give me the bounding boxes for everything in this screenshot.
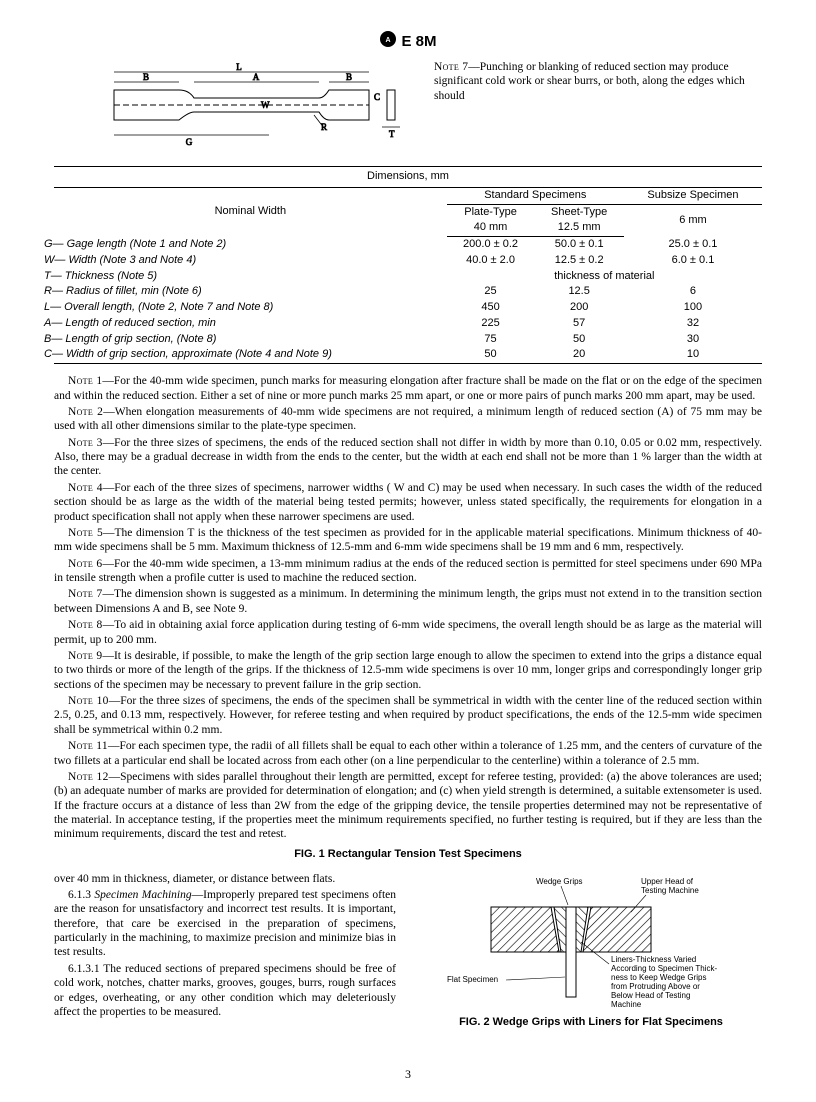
col-sub: 6 mm <box>624 204 762 237</box>
note-label: Note 4 <box>68 482 103 494</box>
col-plate: Plate-Type <box>447 204 535 220</box>
note-text: —To aid in obtaining axial force applica… <box>54 619 762 645</box>
body-left-column: over 40 mm in thickness, diameter, or di… <box>54 872 396 1040</box>
svg-text:C: C <box>374 92 380 102</box>
note-text: —The dimension T is the thickness of the… <box>54 527 762 553</box>
col-plate-sub: 40 mm <box>447 220 535 236</box>
note-text: —For the 40-mm wide specimen, a 13-mm mi… <box>54 558 762 584</box>
col-sheet: Sheet-Type <box>534 204 624 220</box>
table-row: B— Length of grip section, (Note 8)75503… <box>54 332 762 348</box>
table-row: C— Width of grip section, approximate (N… <box>54 347 762 363</box>
note-text: —For the three sizes of specimens, the e… <box>54 437 762 478</box>
note-label: Note 9 <box>68 650 102 662</box>
fig1-caption: FIG. 1 Rectangular Tension Test Specimen… <box>54 848 762 862</box>
note-label: Note 10 <box>68 695 109 707</box>
note-text: —For the three sizes of specimens, the e… <box>54 695 762 736</box>
doc-designation: E 8M <box>401 33 436 50</box>
note-label: Note 6 <box>68 558 102 570</box>
svg-text:L: L <box>236 62 242 72</box>
svg-text:Upper Head of: Upper Head of <box>641 877 694 886</box>
note-text: —It is desirable, if possible, to make t… <box>54 650 762 691</box>
note-label: Note 3 <box>68 437 103 449</box>
svg-text:According to Specimen Thick-: According to Specimen Thick- <box>611 964 717 973</box>
note-text: —For the 40-mm wide specimen, punch mark… <box>54 375 762 401</box>
fig2-diagram: Wedge Grips Upper Head of Testing Machin… <box>441 872 741 1012</box>
fig1-diagram: L B A B W C G R T <box>109 60 419 150</box>
note-label: Note 2 <box>68 406 103 418</box>
nominal-width-header: Nominal Width <box>54 187 447 236</box>
note-text: —The dimension shown is suggested as a m… <box>54 588 762 614</box>
fig2-caption: FIG. 2 Wedge Grips with Liners for Flat … <box>420 1016 762 1030</box>
table-row: R— Radius of fillet, min (Note 6)2512.56 <box>54 284 762 300</box>
svg-text:B: B <box>346 72 352 82</box>
astm-logo-icon: A <box>379 30 397 54</box>
table-row: A— Length of reduced section, min2255732 <box>54 316 762 332</box>
fig1-container: L B A B W C G R T Note 7—Punching or bla… <box>54 60 762 154</box>
svg-text:G: G <box>186 137 193 147</box>
svg-text:Machine: Machine <box>611 1000 642 1009</box>
svg-text:Wedge Grips: Wedge Grips <box>536 877 583 886</box>
note-label: Note 12 <box>68 771 109 783</box>
subsize-header: Subsize Specimen <box>624 187 762 204</box>
dimensions-table: Dimensions, mm Nominal Width Standard Sp… <box>54 166 762 364</box>
body-p1: over 40 mm in thickness, diameter, or di… <box>54 872 396 886</box>
std-spec-header: Standard Specimens <box>447 187 624 204</box>
table-caption: Dimensions, mm <box>54 167 762 188</box>
note-label: Note 11 <box>68 740 108 752</box>
svg-text:A: A <box>386 37 391 44</box>
body-p2: 6.1.3 Specimen Machining—Improperly prep… <box>54 888 396 960</box>
svg-text:Flat Specimen: Flat Specimen <box>447 975 498 984</box>
svg-text:W: W <box>261 100 270 110</box>
page-header: A E 8M <box>54 30 762 54</box>
table-row: T— Thickness (Note 5)thickness of materi… <box>54 269 762 285</box>
note-label: Note 8 <box>68 619 103 631</box>
table-row: G— Gage length (Note 1 and Note 2)200.0 … <box>54 237 762 253</box>
note-text: —Specimens with sides parallel throughou… <box>54 771 762 841</box>
note-text: —For each specimen type, the radii of al… <box>54 740 762 766</box>
note-text: —For each of the three sizes of specimen… <box>54 482 762 523</box>
note-label: Note 1 <box>68 375 102 387</box>
note-label: Note 5 <box>68 527 103 539</box>
svg-text:from Protruding Above or: from Protruding Above or <box>611 982 700 991</box>
svg-text:Testing Machine: Testing Machine <box>641 886 699 895</box>
note-label: Note 7 <box>68 588 103 600</box>
svg-text:T: T <box>389 129 395 139</box>
body-right-column: Wedge Grips Upper Head of Testing Machin… <box>420 872 762 1040</box>
svg-text:B: B <box>143 72 149 82</box>
col-sheet-sub: 12.5 mm <box>534 220 624 236</box>
page-number: 3 <box>54 1067 762 1082</box>
svg-text:A: A <box>253 72 260 82</box>
svg-text:ness to Keep Wedge Grips: ness to Keep Wedge Grips <box>611 973 706 982</box>
table-row: W— Width (Note 3 and Note 4)40.0 ± 2.012… <box>54 253 762 269</box>
table-row: L— Overall length, (Note 2, Note 7 and N… <box>54 300 762 316</box>
svg-text:Below Head of Testing: Below Head of Testing <box>611 991 690 1000</box>
body-p3: 6.1.3.1 The reduced sections of prepared… <box>54 962 396 1020</box>
svg-text:Liners-Thickness Varied: Liners-Thickness Varied <box>611 955 696 964</box>
notes-block: Note 1—For the 40-mm wide specimen, punc… <box>54 374 762 842</box>
svg-text:R: R <box>321 122 327 132</box>
note-7-overflow: Note 7—Punching or blanking of reduced s… <box>434 60 764 103</box>
note-text: —When elongation measurements of 40-mm w… <box>54 406 762 432</box>
